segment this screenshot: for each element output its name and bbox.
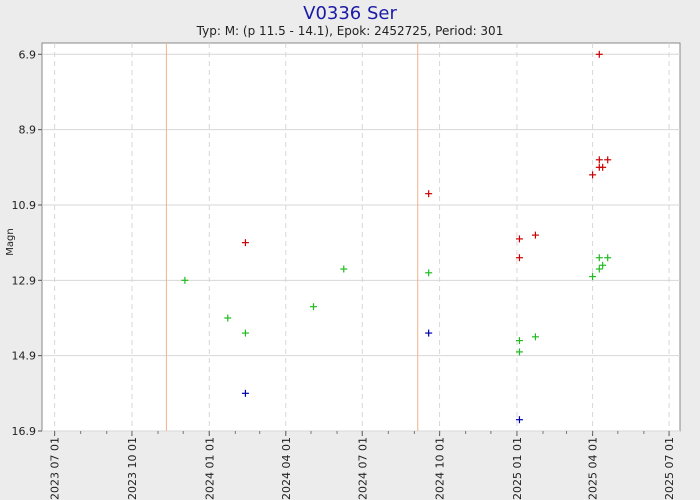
red-data-point — [531, 231, 539, 239]
grid-layer — [42, 43, 680, 432]
green-data-point — [595, 265, 603, 273]
green-data-point — [310, 303, 318, 311]
x-tick-label: 2025 04 01 — [587, 437, 600, 500]
x-tick-label: 2024 01 01 — [203, 437, 216, 500]
y-tick-label: 12.9 — [12, 274, 37, 287]
green-data-point — [589, 273, 597, 281]
y-tick-label: 8.9 — [19, 124, 37, 137]
y-tick-label: 14.9 — [12, 350, 37, 363]
blue-data-point — [425, 329, 433, 337]
red-data-point — [595, 156, 603, 164]
y-tick-label: 6.9 — [19, 48, 37, 61]
x-tick-label: 2025 01 01 — [511, 437, 524, 500]
y-axis-label: Magn — [5, 228, 16, 255]
green-data-point — [531, 333, 539, 341]
chart-title: V0336 Ser — [303, 3, 397, 24]
green-data-point — [340, 265, 348, 273]
chart-subtitle: Typ: M: (p 11.5 - 14.1), Epok: 2452725, … — [196, 24, 504, 38]
blue-data-point — [515, 416, 523, 424]
green-data-point — [604, 254, 612, 262]
red-data-point — [515, 235, 523, 243]
green-data-point — [515, 337, 523, 345]
x-tick-label: 2025 07 01 — [663, 437, 676, 500]
tick-layer: 6.9 8.9 10.9 12.9 14.9 16.9 2023 07 01 2023 10 … — [12, 48, 677, 500]
x-tick-label: 2023 10 01 — [126, 437, 139, 500]
red-data-point — [425, 190, 433, 198]
blue-data-point — [241, 389, 249, 397]
green-data-point — [425, 269, 433, 277]
red-data-point — [599, 163, 607, 171]
red-data-point — [515, 254, 523, 262]
green-data-point — [224, 314, 232, 322]
point-layer — [181, 50, 612, 424]
green-data-point — [181, 276, 189, 284]
x-tick-label: 2024 07 01 — [356, 437, 369, 500]
red-data-point — [604, 156, 612, 164]
x-tick-label: 2024 04 01 — [280, 437, 293, 500]
x-tick-label: 2024 10 01 — [434, 437, 447, 500]
y-tick-label: 16.9 — [12, 425, 37, 438]
green-data-point — [599, 261, 607, 269]
red-data-point — [241, 239, 249, 247]
x-tick-label: 2023 07 01 — [49, 437, 62, 500]
y-tick-label: 10.9 — [12, 199, 37, 212]
marker-layer — [165, 43, 419, 431]
green-data-point — [595, 254, 603, 262]
red-data-point — [595, 50, 603, 58]
red-data-point — [589, 171, 597, 179]
green-data-point — [241, 329, 249, 337]
green-data-point — [515, 348, 523, 356]
plot-area — [41, 42, 681, 432]
